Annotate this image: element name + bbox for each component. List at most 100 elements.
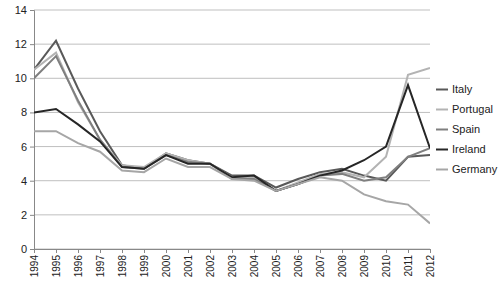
grid-line [34,78,430,79]
y-tick-mark [30,10,34,11]
legend-swatch [436,129,448,131]
legend-label: Germany [452,163,498,175]
x-tick-label: 2008 [337,255,348,278]
x-tick-label: 2005 [271,255,282,278]
y-tick-label: 6 [21,141,27,153]
chart: 0 2 4 6 8 10 12 14 1994 1995 1996 1997 1998 1999 2000 2… [0,0,500,293]
x-tick: 1999 [139,249,150,277]
x-tick: 1998 [117,249,128,277]
grid-line [34,112,430,113]
x-tick: 2008 [337,249,348,277]
legend-swatch [436,109,448,111]
x-tick-mark [166,249,167,253]
x-tick-label: 1996 [73,255,84,278]
legend-swatch [436,149,448,151]
legend-label: Ireland [452,143,486,155]
x-tick: 2003 [227,249,238,277]
grid-line [34,146,430,147]
x-tick: 1995 [51,249,62,277]
legend-item: Germany [436,163,498,175]
y-tick: 2 [21,209,34,221]
x-tick-mark [100,249,101,253]
x-tick: 2005 [271,249,282,277]
x-tick: 2007 [315,249,326,277]
grid-line [34,214,430,215]
x-tick-mark [320,249,321,253]
x-tick-mark [210,249,211,253]
x-tick-label: 2006 [293,255,304,278]
grid [34,10,430,249]
x-tick-mark [298,249,299,253]
x-tick: 2004 [249,249,260,277]
x-tick-label: 2009 [359,255,370,278]
y-tick-mark [30,249,34,250]
x-tick-mark [430,249,431,253]
y-axis: 0 2 4 6 8 10 12 14 [15,4,35,255]
legend-label: Spain [452,123,480,135]
line [34,56,430,191]
line [34,53,430,191]
x-tick: 2002 [205,249,216,277]
legend-item: Portugal [436,103,493,115]
x-tick-mark [232,249,233,253]
line [34,41,430,188]
x-tick-mark [78,249,79,253]
x-tick-label: 2007 [315,255,326,278]
x-tick-label: 2000 [161,255,172,278]
legend: Italy Portugal Spain Ireland Germany [436,83,498,175]
x-tick-label: 1997 [95,255,106,278]
x-axis: 1994 1995 1996 1997 1998 1999 2000 2001 2002 2003… [29,249,436,277]
x-tick-mark [276,249,277,253]
x-tick-label: 2003 [227,255,238,278]
x-tick-mark [122,249,123,253]
legend-label: Italy [452,83,473,95]
y-tick-label: 2 [21,209,27,221]
legend-item: Spain [436,123,480,135]
x-tick: 1994 [29,249,40,277]
legend-label: Portugal [452,103,493,115]
y-tick: 4 [21,175,34,187]
y-tick-mark [30,78,34,79]
x-tick: 2000 [161,249,172,277]
y-tick: 0 [21,243,34,255]
x-tick-mark [188,249,189,253]
x-tick-mark [364,249,365,253]
x-tick-mark [386,249,387,253]
y-tick-mark [30,215,34,216]
x-tick-label: 1999 [139,255,150,278]
x-axis-line [35,250,431,254]
x-tick-label: 1998 [117,255,128,278]
y-tick: 10 [15,72,34,84]
grid-line [34,44,430,45]
y-tick-label: 14 [15,4,27,16]
plot: 0 2 4 6 8 10 12 14 1994 1995 1996 1997 1998 1999 2000 2… [15,4,436,277]
line [34,85,430,191]
x-tick: 2011 [403,249,414,277]
legend-item: Italy [436,83,473,95]
x-tick-mark [34,249,35,253]
x-tick-mark [254,249,255,253]
x-tick-mark [144,249,145,253]
x-tick: 1996 [73,249,84,277]
y-tick: 8 [21,106,34,118]
y-tick-label: 4 [21,175,27,187]
grid-line [34,10,430,11]
x-tick-label: 2004 [249,255,260,278]
x-tick-label: 1994 [29,255,40,278]
y-tick-label: 8 [21,106,27,118]
x-tick-label: 2010 [381,255,392,278]
x-tick: 2010 [381,249,392,277]
legend-swatch [436,89,448,91]
y-tick-label: 12 [15,38,27,50]
line [34,131,430,223]
x-tick: 2006 [293,249,304,277]
y-tick-mark [30,147,34,148]
x-tick-mark [342,249,343,253]
y-tick: 6 [21,141,34,153]
y-tick-mark [30,112,34,113]
y-tick-mark [30,44,34,45]
x-tick: 2012 [425,249,436,277]
x-tick-label: 2011 [403,255,414,277]
x-tick-label: 2001 [183,255,194,278]
x-tick-label: 2012 [425,255,436,278]
